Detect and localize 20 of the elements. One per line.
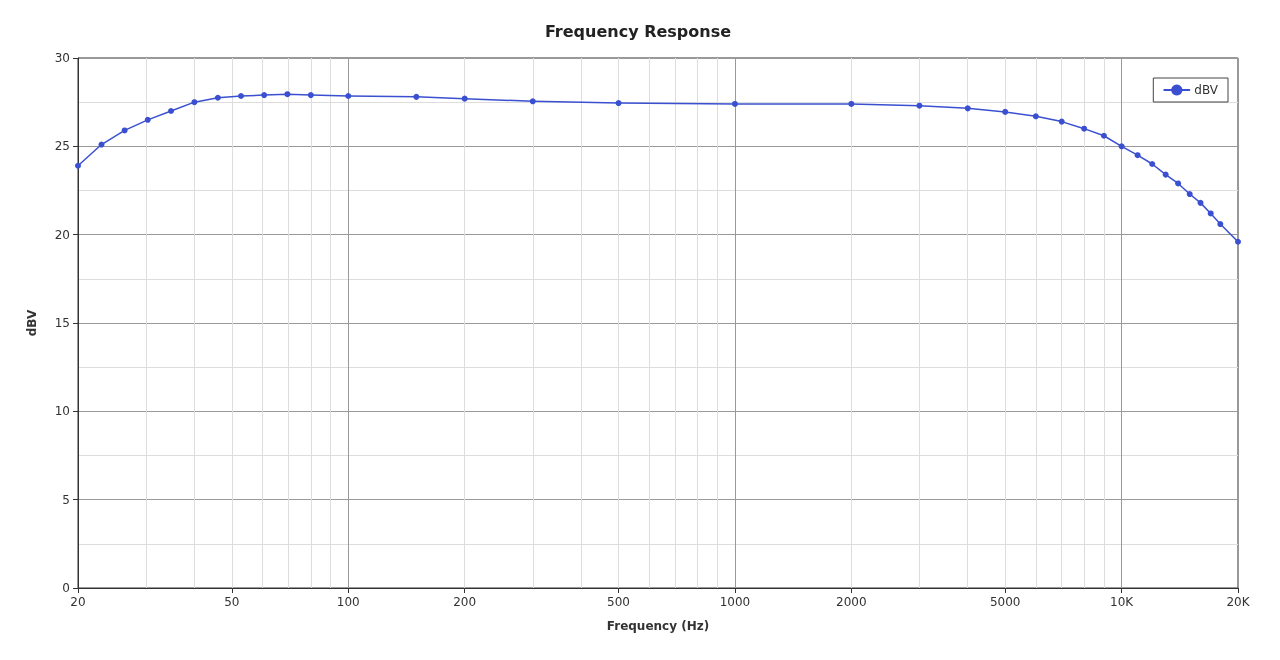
x-axis-title: Frequency (Hz) — [606, 619, 710, 633]
x-tick-label: 5000 — [989, 595, 1021, 609]
chart-title: Frequency Response — [544, 21, 732, 41]
y-tick-label: 30 — [54, 51, 70, 65]
x-tick-label: 500 — [607, 595, 630, 609]
y-tick-label: 5 — [62, 492, 70, 507]
y-tick-label: 20 — [54, 227, 70, 242]
x-tick-label: 200 — [453, 595, 477, 609]
x-tick-label: 100 — [336, 595, 360, 609]
y-tick-label: 0 — [62, 581, 70, 595]
x-tick-label: 1000 — [719, 595, 751, 609]
x-tick-label: 50 — [224, 595, 240, 609]
x-tick-label: 2000 — [836, 595, 867, 609]
y-axis-title: dBV — [25, 309, 39, 337]
x-tick-label: 10K — [1110, 595, 1135, 609]
x-tick-label: 20K — [1226, 595, 1251, 609]
y-tick-label: 25 — [54, 139, 70, 154]
y-tick-label: 15 — [54, 316, 70, 330]
legend-label: dBV — [1194, 83, 1219, 97]
y-tick-label: 10 — [54, 404, 70, 419]
